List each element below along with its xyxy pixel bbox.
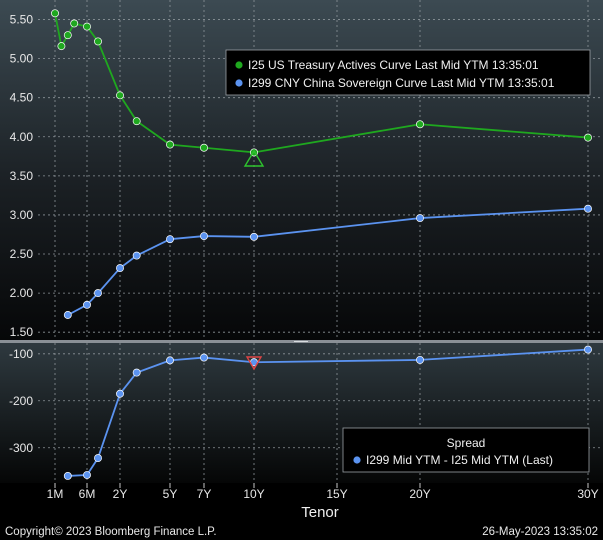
top-legend-box [225, 49, 591, 96]
x-tick-1m: 1M [47, 487, 64, 501]
spread-point-9[interactable] [584, 345, 592, 354]
last-point-triangle-marker [243, 149, 265, 167]
spread-point-4[interactable] [132, 368, 141, 377]
y-tick-top-4: 3.50 [10, 169, 34, 183]
y-tick-top-6: 2.50 [10, 247, 34, 261]
spread-point-3[interactable] [116, 389, 124, 398]
x-tick-6m: 6M [79, 487, 96, 501]
china-sovereign-point-7[interactable] [250, 232, 258, 241]
us-treasury-point-8[interactable] [166, 140, 174, 149]
legend-swatch-spread [353, 456, 361, 464]
x-tick-15y: 15Y [326, 487, 347, 501]
china-sovereign-point-3[interactable] [116, 264, 124, 273]
us-treasury-point-11[interactable] [416, 120, 424, 129]
legend-label-us-treasury: I25 US Treasury Actives Curve Last Mid Y… [248, 58, 539, 72]
x-tick-10y: 10Y [243, 487, 264, 501]
us-treasury-point-6[interactable] [116, 91, 124, 100]
legend-label-spread: I299 Mid YTM - I25 Mid YTM (Last) [366, 453, 553, 467]
us-treasury-point-1[interactable] [57, 42, 66, 51]
y-tick-top-5: 3.00 [10, 208, 34, 222]
bottom-legend[interactable]: Spread I299 Mid YTM - I25 Mid YTM (Last) [342, 427, 590, 473]
us-treasury-point-2[interactable] [63, 31, 72, 40]
spread-point-8[interactable] [416, 355, 424, 364]
y-tick-top-7: 2.00 [10, 286, 34, 300]
china-sovereign-point-5[interactable] [166, 235, 174, 244]
china-sovereign-point-9[interactable] [584, 204, 592, 213]
bottom-legend-box [342, 427, 590, 473]
china-sovereign-point-6[interactable] [200, 232, 208, 240]
us-treasury-point-0[interactable] [51, 9, 59, 18]
x-tick-2y: 2Y [113, 487, 128, 501]
china-sovereign-point-2[interactable] [94, 289, 102, 298]
china-sovereign-point-0[interactable] [63, 311, 72, 319]
spread-line [67, 348, 589, 477]
us-treasury-point-3[interactable] [70, 19, 79, 28]
last-point-spread-marker [245, 356, 263, 371]
us-treasury-point-12[interactable] [584, 133, 592, 142]
legend-swatch-us-treasury [235, 61, 243, 69]
spread-point-6[interactable] [200, 353, 208, 362]
x-axis-title: Tenor [301, 504, 339, 521]
timestamp-text: 26-May-2023 13:35:02 [482, 526, 598, 538]
china-sovereign-point-4[interactable] [132, 251, 141, 260]
y-tick-top-2: 4.50 [10, 91, 34, 105]
legend-title-spread: Spread [447, 436, 486, 450]
top-legend[interactable]: I25 US Treasury Actives Curve Last Mid Y… [225, 49, 591, 96]
markers [51, 9, 592, 480]
spread-point-5[interactable] [166, 356, 174, 365]
y-tick-top-1: 5.00 [10, 52, 34, 66]
y-tick-top-3: 4.00 [10, 130, 34, 144]
china-sovereign-line [67, 207, 589, 316]
y-tick-top-0: 5.50 [10, 13, 34, 27]
spread-point-1[interactable] [83, 471, 91, 479]
x-tick-5y: 5Y [163, 487, 178, 501]
spread-point-2[interactable] [94, 454, 102, 463]
y-tick-bottom-2: -300 [9, 441, 33, 455]
y-tick-bottom-0: -100 [9, 347, 33, 361]
y-tick-labels: 5.50 5.00 4.50 4.00 3.50 3.00 2.50 2.00 1.50 -100… [9, 13, 33, 455]
copyright-text: Copyright© 2023 Bloomberg Finance L.P. [5, 526, 217, 538]
x-tick-7y: 7Y [197, 487, 212, 501]
china-sovereign-point-8[interactable] [416, 214, 424, 223]
legend-label-china-sovereign: I299 CNY China Sovereign Curve Last Mid … [248, 76, 555, 90]
us-treasury-point-5[interactable] [94, 37, 102, 46]
x-tick-labels: 1M 6M 2Y 5Y 7Y 10Y 15Y 20Y 30Y [47, 483, 599, 501]
spread-point-0[interactable] [63, 472, 72, 480]
x-tick-20y: 20Y [409, 487, 430, 501]
x-tick-30y: 30Y [577, 487, 598, 501]
us-treasury-point-9[interactable] [200, 143, 208, 152]
us-treasury-point-7[interactable] [132, 117, 141, 126]
y-tick-bottom-1: -200 [9, 394, 33, 408]
legend-swatch-china-sovereign [235, 79, 243, 87]
us-treasury-point-4[interactable] [83, 22, 91, 31]
china-sovereign-point-1[interactable] [83, 300, 91, 309]
y-tick-top-8: 1.50 [10, 325, 34, 339]
